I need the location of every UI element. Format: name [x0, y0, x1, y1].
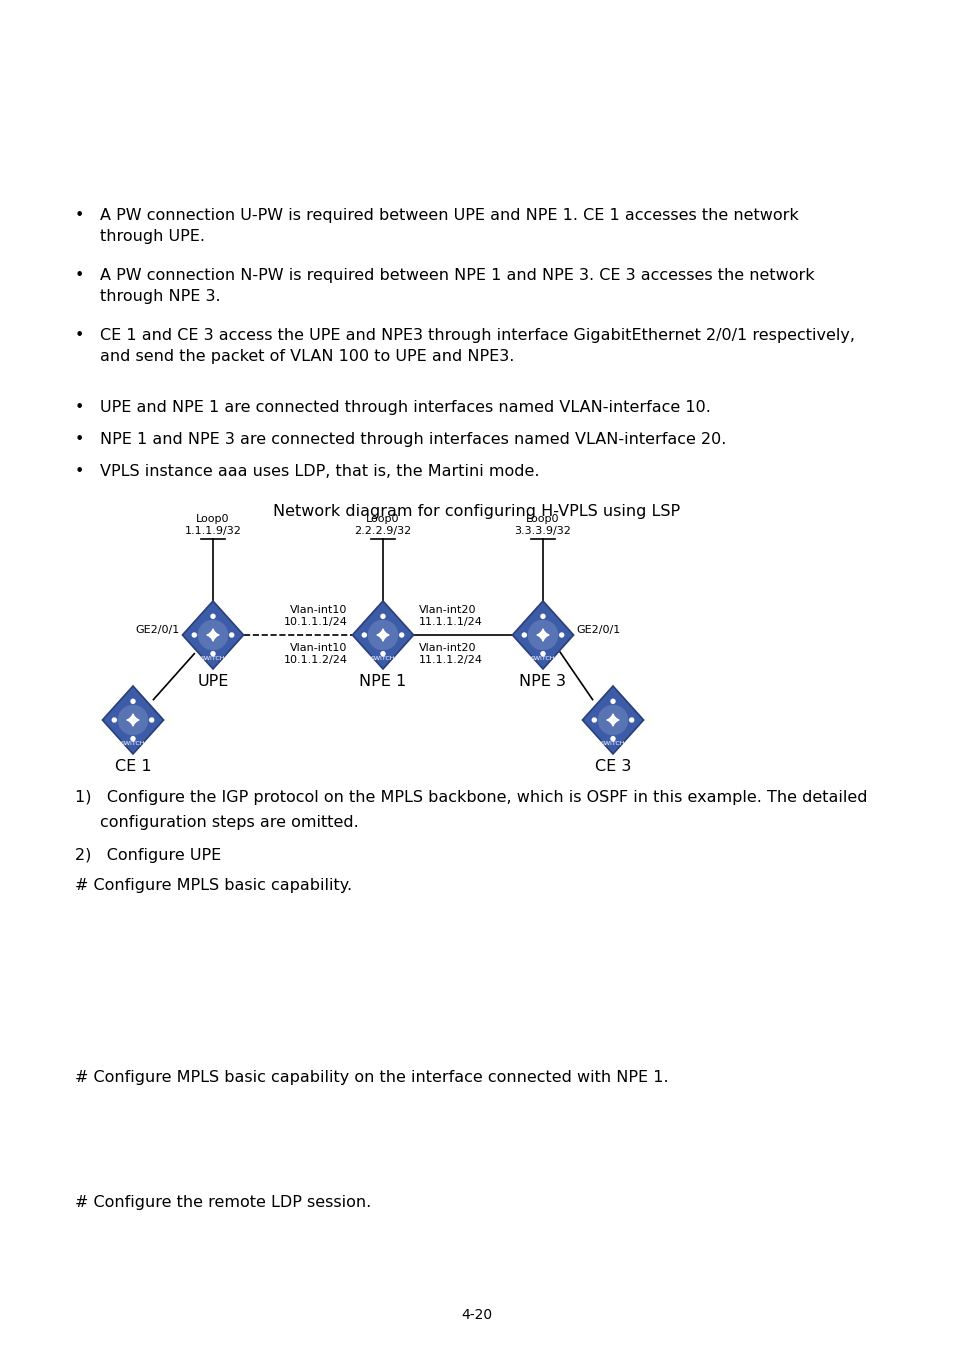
Text: SWITCH: SWITCH: [121, 741, 145, 747]
Text: Network diagram for configuring H-VPLS using LSP: Network diagram for configuring H-VPLS u…: [274, 504, 679, 518]
Circle shape: [380, 651, 385, 656]
Text: Loop0
2.2.2.9/32: Loop0 2.2.2.9/32: [354, 513, 411, 536]
Circle shape: [608, 716, 617, 724]
Text: •: •: [75, 328, 84, 343]
Text: •: •: [75, 464, 84, 479]
Polygon shape: [102, 686, 163, 755]
Text: 2)   Configure UPE: 2) Configure UPE: [75, 848, 221, 863]
Text: VPLS instance aaa uses LDP, that is, the Martini mode.: VPLS instance aaa uses LDP, that is, the…: [100, 464, 539, 479]
Text: CE 1: CE 1: [114, 759, 152, 774]
Circle shape: [209, 630, 217, 639]
Circle shape: [149, 717, 154, 722]
Circle shape: [610, 736, 615, 741]
Circle shape: [117, 705, 148, 736]
Text: 1)   Configure the IGP protocol on the MPLS backbone, which is OSPF in this exam: 1) Configure the IGP protocol on the MPL…: [75, 790, 866, 805]
Circle shape: [378, 630, 387, 639]
Text: SWITCH: SWITCH: [200, 656, 225, 662]
Text: Loop0
3.3.3.9/32: Loop0 3.3.3.9/32: [514, 513, 571, 536]
Circle shape: [538, 630, 546, 639]
Text: # Configure the remote LDP session.: # Configure the remote LDP session.: [75, 1195, 371, 1210]
Polygon shape: [512, 601, 573, 670]
Text: SWITCH: SWITCH: [371, 656, 395, 662]
Text: CE 3: CE 3: [594, 759, 631, 774]
Circle shape: [610, 698, 615, 703]
Text: CE 1 and CE 3 access the UPE and NPE3 through interface GigabitEthernet 2/0/1 re: CE 1 and CE 3 access the UPE and NPE3 th…: [100, 328, 854, 365]
Circle shape: [521, 632, 526, 637]
Circle shape: [210, 614, 215, 620]
Circle shape: [192, 632, 197, 637]
Text: NPE 1 and NPE 3 are connected through interfaces named VLAN-interface 20.: NPE 1 and NPE 3 are connected through in…: [100, 432, 725, 447]
Circle shape: [129, 716, 137, 724]
Text: A PW connection U-PW is required between UPE and NPE 1. CE 1 accesses the networ: A PW connection U-PW is required between…: [100, 208, 798, 244]
Text: configuration steps are omitted.: configuration steps are omitted.: [100, 815, 358, 830]
Circle shape: [131, 698, 135, 703]
Circle shape: [628, 717, 634, 722]
Text: SWITCH: SWITCH: [600, 741, 624, 747]
Text: # Configure MPLS basic capability.: # Configure MPLS basic capability.: [75, 878, 352, 892]
Text: UPE: UPE: [197, 674, 229, 688]
Text: NPE 1: NPE 1: [359, 674, 406, 688]
Text: •: •: [75, 208, 84, 223]
Text: A PW connection N-PW is required between NPE 1 and NPE 3. CE 3 accesses the netw: A PW connection N-PW is required between…: [100, 269, 814, 304]
Circle shape: [527, 620, 558, 651]
Text: Vlan-int10
10.1.1.2/24: Vlan-int10 10.1.1.2/24: [283, 643, 347, 664]
Circle shape: [591, 717, 597, 722]
Text: Loop0
1.1.1.9/32: Loop0 1.1.1.9/32: [184, 513, 241, 536]
Circle shape: [210, 651, 215, 656]
Text: Vlan-int20
11.1.1.2/24: Vlan-int20 11.1.1.2/24: [418, 643, 482, 664]
Text: # Configure MPLS basic capability on the interface connected with NPE 1.: # Configure MPLS basic capability on the…: [75, 1071, 668, 1085]
Text: Vlan-int20
11.1.1.1/24: Vlan-int20 11.1.1.1/24: [418, 605, 482, 626]
Circle shape: [131, 736, 135, 741]
Circle shape: [539, 614, 545, 620]
Text: •: •: [75, 269, 84, 284]
Text: GE2/0/1: GE2/0/1: [135, 625, 179, 634]
Text: SWITCH: SWITCH: [530, 656, 555, 662]
Circle shape: [380, 614, 385, 620]
Polygon shape: [182, 601, 243, 670]
Polygon shape: [352, 601, 414, 670]
Circle shape: [229, 632, 234, 637]
Text: GE2/0/1: GE2/0/1: [576, 625, 620, 634]
Circle shape: [539, 651, 545, 656]
Text: UPE and NPE 1 are connected through interfaces named VLAN-interface 10.: UPE and NPE 1 are connected through inte…: [100, 400, 710, 414]
Text: NPE 3: NPE 3: [519, 674, 566, 688]
Circle shape: [367, 620, 398, 651]
Circle shape: [398, 632, 404, 637]
Circle shape: [558, 632, 564, 637]
Text: Vlan-int10
10.1.1.1/24: Vlan-int10 10.1.1.1/24: [283, 605, 347, 626]
Polygon shape: [581, 686, 643, 755]
Circle shape: [197, 620, 228, 651]
Text: •: •: [75, 432, 84, 447]
Circle shape: [598, 705, 628, 736]
Text: •: •: [75, 400, 84, 414]
Text: 4-20: 4-20: [461, 1308, 492, 1322]
Circle shape: [112, 717, 117, 722]
Circle shape: [361, 632, 367, 637]
